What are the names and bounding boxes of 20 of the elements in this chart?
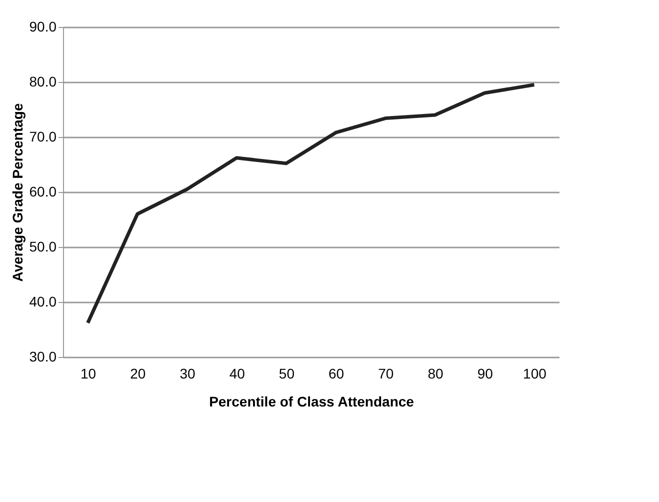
y-tick-label: 40.0 [29, 294, 57, 310]
y-axis-title: Average Grade Percentage [9, 103, 26, 282]
y-tick-label: 30.0 [29, 348, 57, 364]
x-tick-label: 70 [378, 366, 394, 382]
x-tick-label: 40 [229, 366, 246, 382]
y-tick-label: 50.0 [29, 238, 57, 254]
y-tick-label: 60.0 [29, 184, 57, 200]
y-tick-label: 80.0 [29, 74, 57, 90]
x-tick-label: 20 [130, 366, 146, 382]
line-series [86, 83, 536, 325]
y-tick-label: 90.0 [29, 18, 57, 34]
x-tick-label: 100 [523, 366, 547, 382]
x-tick-label: 50 [278, 366, 295, 382]
x-tick-label: 80 [428, 366, 444, 382]
y-tick-label: 70.0 [29, 128, 57, 144]
x-tick-label: 90 [477, 366, 494, 382]
x-tick-label: 30 [180, 366, 196, 382]
x-tick-label: 10 [80, 366, 96, 382]
x-axis-title: Percentile of Class Attendance [209, 394, 414, 410]
x-tick-label: 60 [328, 366, 344, 382]
